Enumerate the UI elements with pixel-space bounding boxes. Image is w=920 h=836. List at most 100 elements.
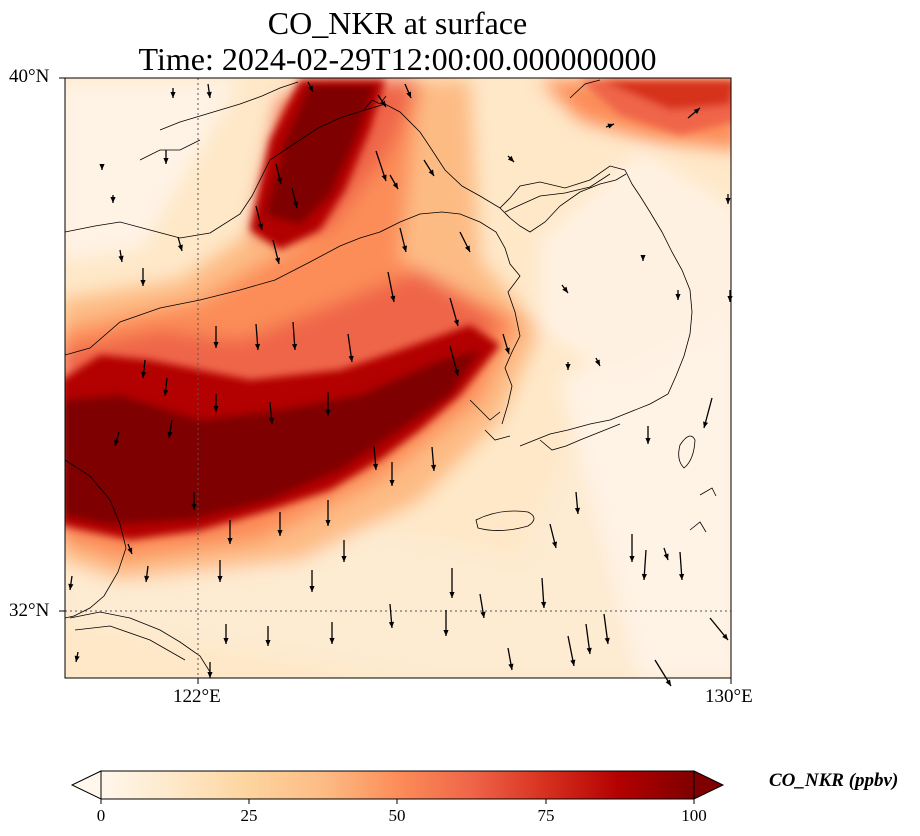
lon-label-122: 122°E — [173, 686, 221, 707]
wind-arrow-head — [227, 538, 233, 544]
wind-arrow-head — [309, 586, 315, 592]
wind-arrow-head — [207, 672, 213, 678]
wind-arrow-head — [629, 556, 635, 562]
wind-arrow-head — [68, 583, 74, 590]
wind-arrow-head — [74, 655, 80, 662]
wind-arrow-head — [254, 343, 261, 350]
wind-arrow-head — [641, 573, 647, 580]
wind-arrow-head — [140, 280, 146, 286]
wind-arrow-head — [118, 255, 124, 262]
colorbar-tick-0: 0 — [96, 806, 106, 825]
wind-arrow-head — [725, 198, 731, 204]
wind-arrow-head — [341, 556, 347, 562]
colorbar-gradient — [101, 771, 694, 799]
wind-arrow-head — [163, 158, 169, 164]
colorbar — [70, 770, 725, 804]
wind-arrow-head — [325, 410, 331, 416]
wind-arrow-head — [504, 347, 510, 354]
wind-arrow-head — [223, 638, 229, 644]
wind-arrow-head — [392, 182, 398, 189]
wind-arrow-head — [640, 255, 646, 261]
wind-arrow-head — [389, 480, 395, 486]
wind-arrow-head — [586, 647, 592, 654]
wind-arrow-head — [277, 530, 283, 536]
wind-arrow-head — [163, 389, 169, 396]
wind-arrow-head — [388, 621, 395, 628]
wind-arrow-head — [480, 611, 486, 618]
lon-label-130: 130°E — [705, 686, 753, 707]
wind-arrow-head — [213, 342, 219, 348]
wind-arrow-head — [191, 504, 197, 510]
wind-arrow-head — [380, 100, 386, 107]
wind-arrow-head — [144, 575, 150, 582]
wind-arrow-head — [508, 663, 514, 670]
wind-arrow-head — [217, 576, 223, 582]
wind-arrow-head — [277, 177, 283, 184]
coastlines — [65, 79, 717, 673]
wind-arrow-head — [258, 223, 264, 230]
colorbar-extend-max — [693, 770, 725, 800]
colorbar-tick-25: 25 — [240, 806, 258, 825]
wind-arrow-head — [604, 637, 610, 644]
wind-arrow-head — [177, 244, 183, 251]
map-title: CO_NKR at surface — [267, 5, 528, 41]
wind-arrow-head — [307, 85, 313, 92]
wind-arrow-head — [206, 91, 212, 98]
wind-arrow-head — [110, 197, 116, 203]
wind-arrow-head — [268, 417, 275, 424]
wind-arrow-head — [722, 633, 728, 640]
wind-arrow-head — [574, 507, 581, 514]
wind-arrow-head — [372, 463, 379, 470]
concentration-field — [65, 78, 731, 678]
colorbar-tick-100: 100 — [681, 806, 707, 825]
wind-vectors — [68, 81, 733, 687]
wind-arrow-head — [675, 294, 681, 300]
lat-label-32: 32°N — [9, 600, 50, 621]
wind-arrow-head — [453, 319, 459, 326]
wind-arrow-head — [265, 640, 271, 646]
wind-arrow-head — [293, 201, 299, 208]
wind-arrow-head — [678, 573, 685, 580]
wind-arrow-head — [645, 438, 651, 444]
wind-arrow-head — [406, 91, 412, 98]
wind-arrow-head — [607, 123, 614, 129]
colorbar-tick-75: 75 — [537, 806, 555, 825]
wind-arrow-head — [291, 343, 298, 350]
wind-arrow-head — [703, 421, 709, 428]
wind-arrow-head — [114, 439, 120, 446]
wind-arrow-head — [464, 245, 470, 252]
wind-arrow-head — [449, 592, 455, 598]
map-subtitle-time: Time: 2024-02-29T12:00:00.000000000 — [138, 41, 657, 77]
wind-arrow-head — [570, 659, 576, 666]
colorbar-tick-50: 50 — [388, 806, 406, 825]
wind-arrow-head — [562, 286, 568, 293]
wind-arrow-head — [348, 355, 354, 362]
wind-arrow-head — [381, 174, 387, 181]
wind-arrow-head — [507, 155, 514, 162]
wind-arrow-head — [565, 364, 571, 370]
axis-ticks — [59, 77, 732, 684]
wind-arrow-head — [127, 547, 133, 554]
wind-arrow-head — [325, 520, 331, 526]
wind-arrow-head — [428, 169, 434, 176]
colorbar-extend-min — [70, 770, 102, 800]
wind-arrow-head — [663, 553, 669, 560]
wind-arrow-head — [402, 245, 408, 252]
wind-arrow-head — [693, 108, 700, 114]
wind-arrow-head — [594, 359, 600, 366]
wind-arrow-head — [541, 601, 547, 608]
wind-arrow-head — [552, 541, 558, 548]
wind-arrow-head — [275, 257, 281, 264]
wind-arrow-head — [167, 431, 173, 438]
graticule — [65, 78, 731, 678]
wind-arrow-head — [443, 630, 449, 636]
wind-arrow-head — [430, 464, 437, 471]
colorbar-title: CO_NKR (ppbv) — [769, 770, 899, 791]
wind-arrow-head — [665, 679, 671, 686]
wind-arrow-head — [99, 164, 105, 170]
wind-arrow-head — [390, 295, 396, 302]
lat-label-40: 40°N — [9, 66, 50, 87]
wind-arrow-head — [213, 406, 219, 412]
wind-arrow-head — [453, 369, 459, 376]
